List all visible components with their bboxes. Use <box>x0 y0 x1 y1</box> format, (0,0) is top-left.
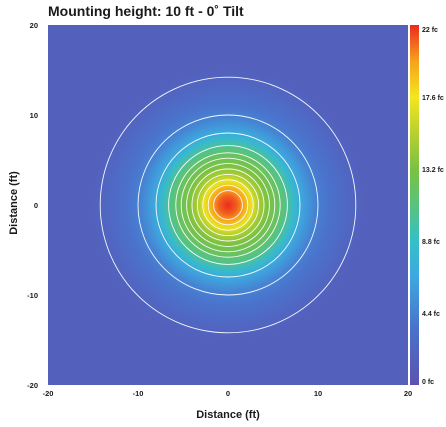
contour-ring <box>202 179 254 231</box>
contour-ring <box>191 168 265 242</box>
x-tick-label: 0 <box>226 389 230 398</box>
x-axis-label: Distance (ft) <box>196 409 260 421</box>
contour-ring <box>207 184 249 226</box>
contour-ring <box>137 114 319 296</box>
contour-ring <box>196 173 260 237</box>
contour-ring <box>175 152 281 258</box>
contour-ring <box>155 132 301 278</box>
x-tick-label: 20 <box>404 389 412 398</box>
x-tick-label: 10 <box>314 389 322 398</box>
contour-lines <box>99 76 357 334</box>
contour-ring <box>99 76 357 334</box>
colorbar-tick-label: 22 fc <box>422 27 438 34</box>
chart-title: Mounting height: 10 ft - 0˚ Tilt <box>48 3 244 19</box>
colorbar <box>410 25 419 385</box>
colorbar-tick-label: 0 fc <box>422 379 434 386</box>
y-tick-label: 20 <box>30 21 38 30</box>
y-tick-label: 10 <box>30 111 38 120</box>
heatmap-field <box>48 25 408 385</box>
y-tick-label: -10 <box>27 291 38 300</box>
y-tick-label: -20 <box>27 381 38 390</box>
colorbar-tick-label: 17.6 fc <box>422 95 444 102</box>
x-tick-labels: -20 -10 0 10 20 <box>43 389 413 398</box>
x-tick-label: -20 <box>43 389 54 398</box>
contour-ring <box>180 157 276 253</box>
colorbar-tick-label: 8.8 fc <box>422 239 440 246</box>
x-tick-label: -10 <box>133 389 144 398</box>
contour-ring <box>168 145 288 265</box>
contour-ring <box>186 163 270 247</box>
colorbar-tick-labels: 22 fc 17.6 fc 13.2 fc 8.8 fc 4.4 fc 0 fc <box>422 27 444 386</box>
contour-ring <box>213 190 243 220</box>
y-axis-label: Distance (ft) <box>8 171 20 235</box>
colorbar-tick-label: 13.2 fc <box>422 167 444 174</box>
colorbar-tick-label: 4.4 fc <box>422 311 440 318</box>
y-tick-labels: 20 10 0 -10 -20 <box>27 21 38 390</box>
y-tick-label: 0 <box>34 201 38 210</box>
